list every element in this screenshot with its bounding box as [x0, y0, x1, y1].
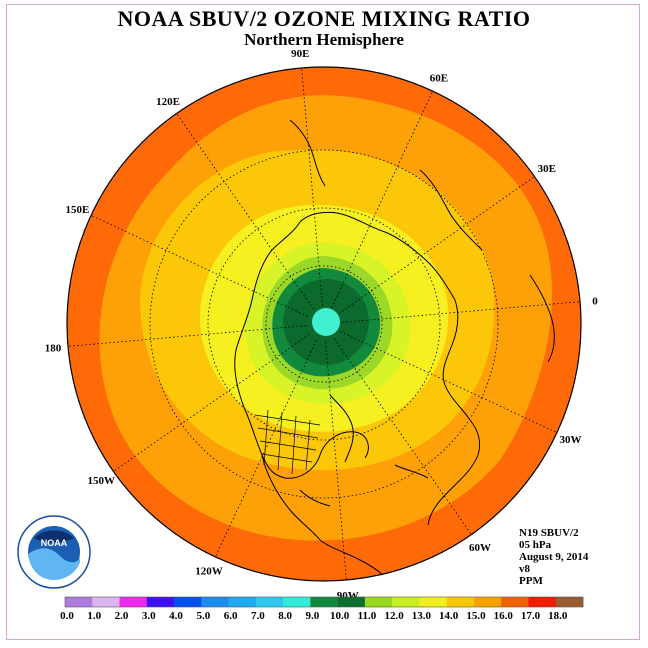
colorbar-tick-label: 14.0	[439, 610, 459, 622]
colorbar-swatch	[119, 597, 148, 607]
version-label: v8	[519, 563, 530, 575]
product-info: N19 SBUV/2 05 hPa August 9, 2014 v8 PPM	[519, 527, 588, 587]
colorbar-tick-label: 3.0	[142, 610, 156, 622]
instrument-label: N19 SBUV/2	[519, 527, 579, 539]
units-label: PPM	[519, 575, 543, 587]
longitude-label: 150E	[66, 204, 90, 216]
colorbar-swatch	[528, 597, 557, 607]
colorbar-tick-label: 1.0	[87, 610, 101, 622]
colorbar-tick-label: 15.0	[466, 610, 486, 622]
colorbar-swatch	[419, 597, 447, 607]
color-scale-bar: 0.0 1.0 2.0 3.0 4.0 5.0 6.0 7.0 8.0 9.0 10.0 11.0 12…	[60, 596, 584, 622]
colorbar-tick-label: 7.0	[251, 610, 265, 622]
colorbar-swatch	[446, 597, 475, 607]
colorbar-swatch	[92, 597, 120, 607]
longitude-label: 180	[45, 343, 62, 355]
colorbar-swatch	[146, 597, 175, 607]
colorbar-tick-label: 6.0	[224, 610, 238, 622]
colorbar-swatch	[364, 597, 393, 607]
colorbar-tick-label: 0.0	[60, 610, 74, 622]
longitude-label: 150W	[87, 475, 115, 487]
colorbar-swatch	[392, 597, 420, 607]
noaa-logo: NOAA	[17, 515, 91, 589]
colorbar-tick-label: 12.0	[385, 610, 405, 622]
colorbar-swatch	[473, 597, 502, 607]
lat-lon-graticule	[67, 67, 581, 581]
ozone-field	[67, 67, 581, 581]
latitude-circle	[265, 265, 383, 383]
colorbar-tick-label: 8.0	[278, 610, 292, 622]
map-title: NOAA SBUV/2 OZONE MIXING RATIO	[117, 6, 531, 31]
map-subtitle: Northern Hemisphere	[244, 30, 404, 49]
latitude-circle	[149, 149, 499, 499]
longitude-label: 60E	[430, 72, 448, 84]
longitude-label: 120W	[195, 566, 223, 578]
colorbar-swatch	[255, 597, 284, 607]
colorbar-tick-label: 2.0	[115, 610, 129, 622]
longitude-label: 30W	[560, 434, 582, 446]
colorbar-tick-label: 16.0	[494, 610, 514, 622]
longitude-label: 90E	[291, 48, 309, 60]
colorbar-swatch	[65, 597, 93, 607]
colorbar-swatch	[501, 597, 529, 607]
pressure-level-label: 05 hPa	[519, 539, 552, 551]
colorbar-tick-label: 10.0	[330, 610, 350, 622]
latitude-circle	[207, 207, 441, 441]
colorbar-tick-label: 18.0	[548, 610, 568, 622]
ozone-maximum-center	[312, 308, 340, 336]
colorbar-swatch	[310, 597, 338, 607]
us-state-boundaries	[254, 409, 321, 475]
colorbar-swatch	[555, 597, 584, 607]
colorbar-tick-label: 5.0	[196, 610, 210, 622]
colorbar-tick-label: 11.0	[358, 610, 377, 622]
longitude-label: 120E	[156, 96, 180, 108]
longitude-label: 30E	[538, 163, 556, 175]
coastlines	[234, 119, 555, 581]
colorbar-frame	[64, 596, 584, 608]
longitude-label: 0	[592, 295, 598, 307]
noaa-logo-text: NOAA	[41, 538, 68, 548]
figure-border	[6, 4, 640, 640]
date-label: August 9, 2014	[519, 551, 589, 563]
colorbar-swatch	[337, 597, 366, 607]
longitude-label: 60W	[469, 542, 491, 554]
colorbar-swatch	[228, 597, 257, 607]
colorbar-tick-label: 13.0	[412, 610, 432, 622]
map-boundary	[66, 66, 582, 582]
colorbar-swatch	[174, 597, 202, 607]
colorbar-tick-label: 9.0	[305, 610, 319, 622]
colorbar-swatch	[201, 597, 229, 607]
colorbar-tick-label: 4.0	[169, 610, 183, 622]
colorbar-tick-label: 17.0	[521, 610, 541, 622]
colorbar-swatch	[283, 597, 311, 607]
